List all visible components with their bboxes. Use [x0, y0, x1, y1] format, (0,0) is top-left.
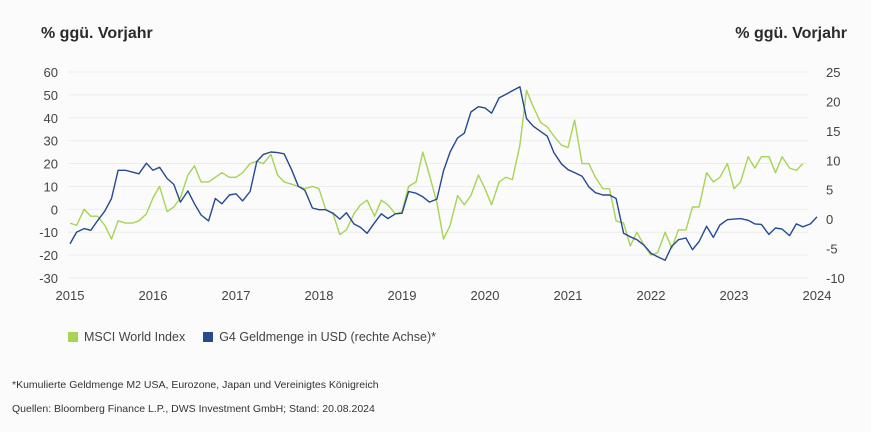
right-y-tick-label: 5 [826, 183, 833, 198]
x-axis: 2015 2016 2017 2018 2019 2020 2021 2022 2023 2024 [56, 288, 832, 303]
legend: MSCI World Index G4 Geldmenge in USD (re… [68, 330, 436, 344]
legend-swatch-g4 [203, 332, 214, 342]
legend-item-msci: MSCI World Index [68, 330, 185, 344]
left-y-tick-label: 40 [44, 111, 58, 126]
left-y-tick-label: 10 [44, 179, 58, 194]
legend-label-msci: MSCI World Index [84, 330, 186, 344]
series-lines [69, 86, 818, 261]
gridlines [68, 71, 808, 279]
right-y-tick-label: 15 [826, 124, 840, 139]
right-y-axis: 25 20 15 10 5 0 -5 -10 [826, 65, 845, 286]
x-tick-label: 2018 [305, 288, 334, 303]
x-tick-label: 2021 [554, 288, 583, 303]
left-y-axis: 60 50 40 30 20 10 0 -10 -20 -30 [39, 65, 58, 286]
right-y-tick-label: 25 [826, 65, 840, 80]
x-tick-label: 2016 [139, 288, 168, 303]
legend-item-g4: G4 Geldmenge in USD (rechte Achse)* [203, 330, 436, 344]
x-tick-label: 2022 [637, 288, 666, 303]
right-axis-title: % ggü. Vorjahr [735, 25, 847, 42]
left-y-tick-label: 50 [44, 88, 58, 103]
left-axis-title: % ggü. Vorjahr [41, 25, 153, 42]
right-y-tick-label: 10 [826, 153, 840, 168]
left-y-tick-label: 30 [44, 134, 58, 149]
right-y-tick-label: 0 [826, 212, 833, 227]
series-line-msci-world [69, 89, 804, 256]
x-tick-label: 2017 [222, 288, 251, 303]
left-y-tick-label: -20 [39, 248, 58, 263]
right-y-tick-label: 20 [826, 94, 840, 109]
left-y-tick-label: 0 [51, 202, 58, 217]
x-tick-label: 2023 [720, 288, 749, 303]
legend-swatch-msci [68, 332, 78, 342]
legend-label-g4: G4 Geldmenge in USD (rechte Achse)* [219, 330, 436, 344]
left-y-tick-label: -30 [39, 271, 58, 286]
series-line-g4-money-supply [69, 86, 818, 261]
x-tick-label: 2020 [471, 288, 500, 303]
right-y-tick-label: -10 [826, 271, 845, 286]
x-tick-label: 2019 [388, 288, 417, 303]
x-tick-label: 2024 [803, 288, 832, 303]
source-note: Quellen: Bloomberg Finance L.P., DWS Inv… [12, 403, 375, 415]
right-y-tick-label: -5 [826, 242, 838, 257]
x-tick-label: 2015 [56, 288, 85, 303]
footnote: *Kumulierte Geldmenge M2 USA, Eurozone, … [12, 379, 379, 391]
left-y-tick-label: 20 [44, 157, 58, 172]
left-y-tick-label: -10 [39, 225, 58, 240]
left-y-tick-label: 60 [44, 65, 58, 80]
